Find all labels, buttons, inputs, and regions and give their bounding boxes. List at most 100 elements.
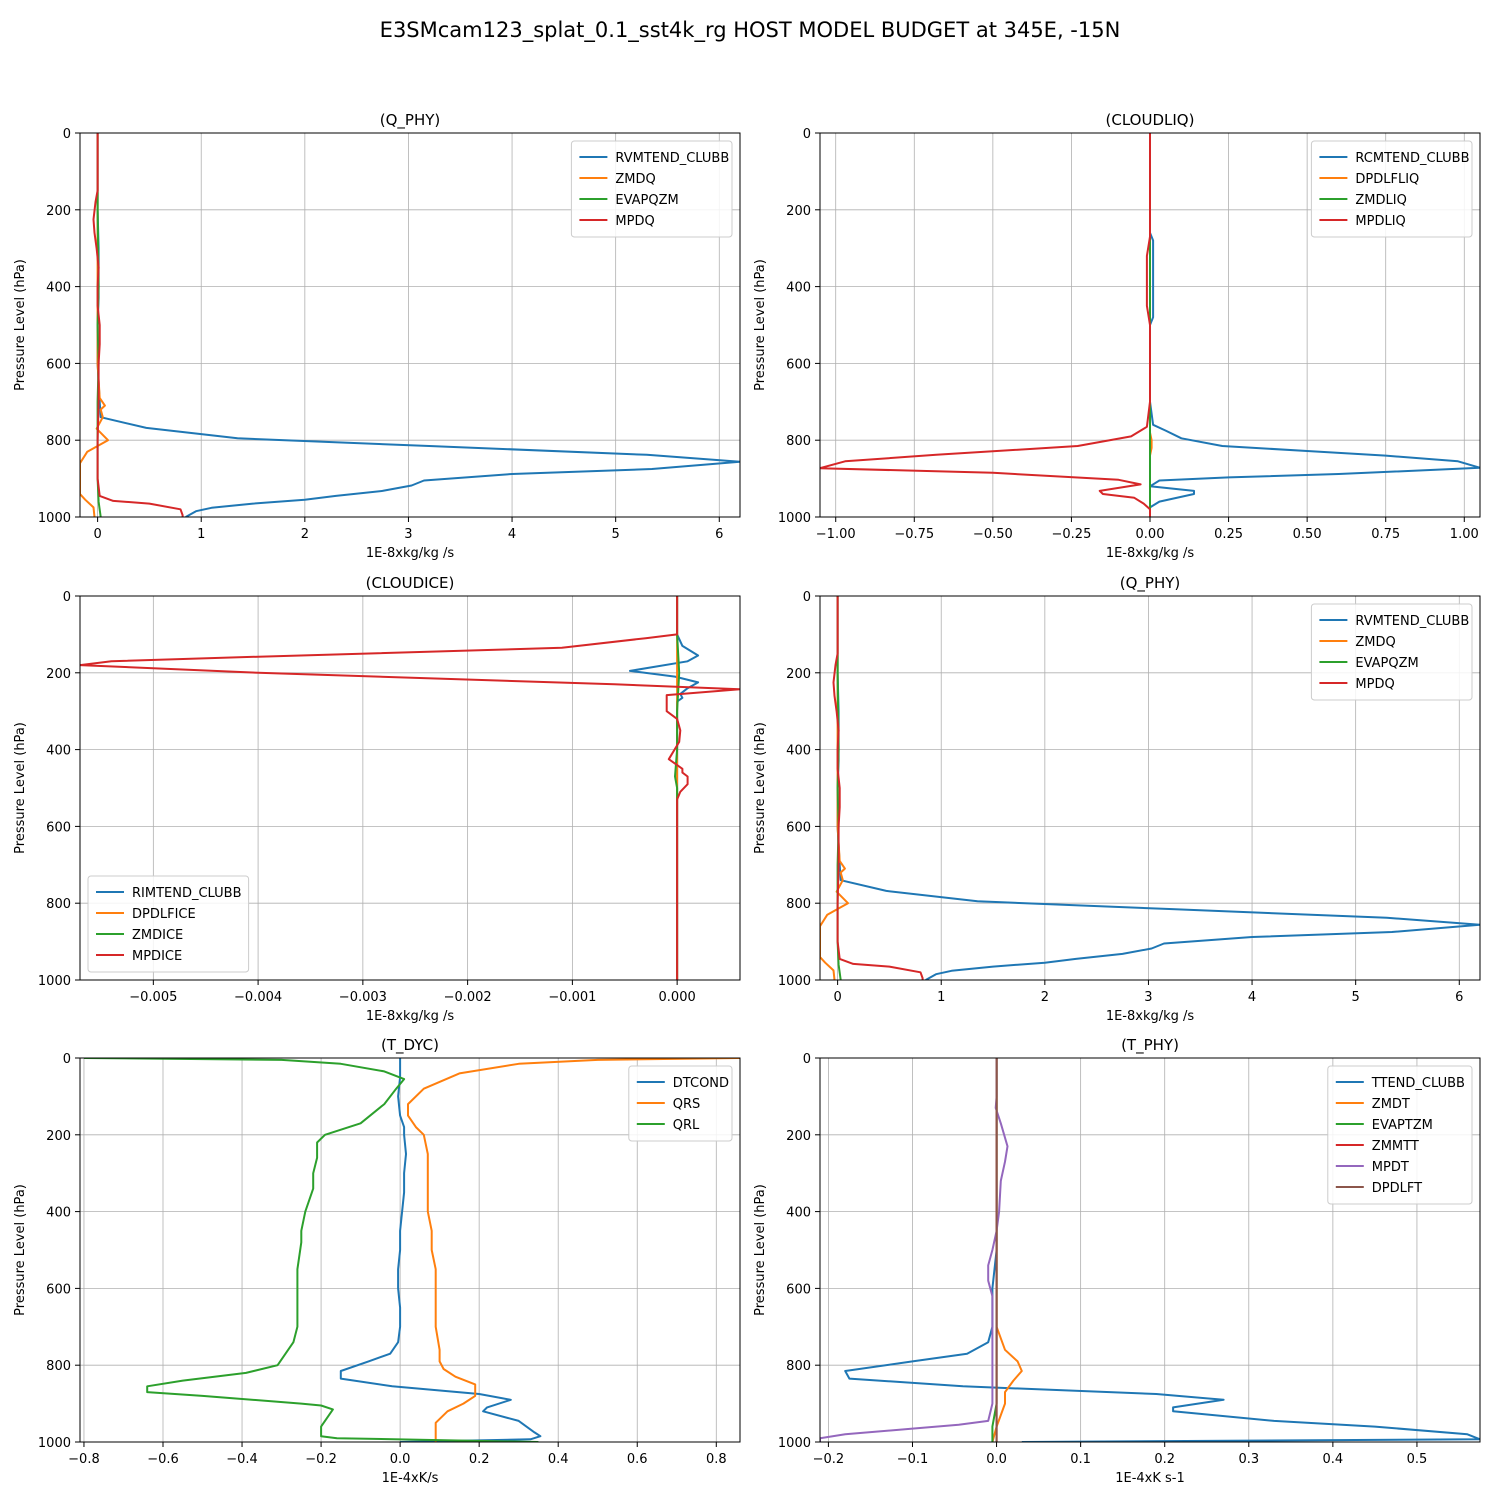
y-axis-label: Pressure Level (hPa) [753, 722, 768, 854]
y-axis-label: Pressure Level (hPa) [13, 722, 28, 854]
series-group [80, 596, 740, 980]
axes-frame [79, 132, 741, 518]
y-tick-label: 600 [786, 1282, 811, 1297]
y-tick-label: 200 [786, 204, 811, 219]
y-axis: 0 200 400 600 800 1000 [778, 590, 820, 989]
legend-label: MPDQ [615, 214, 654, 229]
legend-label: MPDT [1372, 1160, 1409, 1175]
x-tick-label: 0.000 [659, 990, 696, 1005]
axes-frame [819, 595, 1481, 981]
legend: RVMTEND_CLUBB ZMDQ EVAPQZM MPDQ [1310, 603, 1473, 701]
x-tick-label: 0.75 [1371, 527, 1400, 542]
x-tick-label: 6 [715, 527, 723, 542]
series-line-mpdice [80, 596, 740, 980]
y-tick-label: 1000 [778, 974, 811, 989]
subplot-title: (T_DYC) [381, 1036, 439, 1055]
legend-label: EVAPQZM [615, 193, 678, 208]
x-tick-label: 0.6 [627, 1452, 648, 1467]
x-tick-label: 2 [301, 527, 309, 542]
x-tick-label: 0.2 [1154, 1452, 1175, 1467]
series-line-mpdq [92, 133, 184, 517]
y-tick-label: 200 [46, 1129, 71, 1144]
y-tick-label: 400 [786, 281, 811, 296]
x-tick-label: 0.1 [1070, 1452, 1091, 1467]
legend-label: EVAPTZM [1372, 1118, 1433, 1133]
x-tick-label: −0.001 [548, 990, 596, 1005]
subplot-4: 0 1 2 3 4 5 6 0 200 400 600 800 1000 (Q_PHY) 1E-8xkg/k… [753, 574, 1481, 1024]
x-tick-label: −0.2 [305, 1452, 337, 1467]
x-axis-label: 1E-4xK/s [382, 1471, 439, 1486]
y-axis: 0 200 400 600 800 1000 [38, 590, 80, 989]
y-tick-label: 0 [803, 127, 811, 142]
x-tick-label: −0.1 [897, 1452, 929, 1467]
x-tick-label: 0.00 [1136, 527, 1165, 542]
subplot-6: −0.2 −0.1 0.0 0.1 0.2 0.3 0.4 0.5 0 200 400 600 800 1… [753, 1036, 1481, 1486]
x-axis: −0.005 −0.004 −0.003 −0.002 −0.001 0.000 [129, 980, 696, 1005]
legend-box [1310, 603, 1473, 701]
x-tick-label: 1 [937, 990, 945, 1005]
y-tick-label: 400 [46, 744, 71, 759]
legend-label: ZMMTT [1372, 1139, 1419, 1154]
y-tick-label: 0 [803, 590, 811, 605]
legend-label: ZMDQ [615, 172, 655, 187]
series-group [820, 596, 1480, 980]
axes-frame [79, 1057, 741, 1443]
x-tick-label: 0.3 [1238, 1452, 1259, 1467]
y-axis: 0 200 400 600 800 1000 [778, 1052, 820, 1451]
legend-label: RVMTEND_CLUBB [615, 151, 729, 166]
y-tick-label: 800 [46, 897, 71, 912]
subplot-2: −1.00 −0.75 −0.50 −0.25 0.00 0.25 0.50 0.75 1.00… [753, 111, 1481, 561]
x-axis-label: 1E-8xkg/kg /s [366, 1009, 455, 1024]
legend-label: ZMDICE [132, 928, 183, 943]
y-tick-label: 600 [46, 357, 71, 372]
series-line-rcmtend_clubb [1149, 133, 1480, 517]
legend: TTEND_CLUBB ZMDT EVAPTZM ZMMTT MPDT DPDLFT [1327, 1065, 1473, 1205]
legend-label: ZMDQ [1355, 635, 1395, 650]
y-tick-label: 800 [786, 897, 811, 912]
y-tick-label: 0 [63, 127, 71, 142]
legend-label: QRL [673, 1118, 700, 1133]
x-tick-label: −0.8 [68, 1452, 100, 1467]
series-line-qrs [407, 1058, 740, 1442]
x-tick-label: 0.2 [469, 1452, 490, 1467]
x-tick-label: −0.50 [973, 527, 1013, 542]
x-tick-label: 0 [93, 527, 101, 542]
x-tick-label: −0.4 [226, 1452, 258, 1467]
legend-box [570, 140, 733, 238]
subplot-title: (CLOUDICE) [366, 574, 455, 592]
legend-label: ZMDLIQ [1355, 193, 1406, 208]
y-tick-label: 800 [786, 1359, 811, 1374]
legend-label: DPDLFT [1372, 1181, 1422, 1196]
x-axis: −0.8 −0.6 −0.4 −0.2 0.0 0.2 0.4 0.6 0.8 [68, 1442, 727, 1467]
legend: RVMTEND_CLUBB ZMDQ EVAPQZM MPDQ [570, 140, 733, 238]
legend-label: EVAPQZM [1355, 656, 1418, 671]
y-tick-label: 200 [46, 204, 71, 219]
x-tick-label: 6 [1455, 990, 1463, 1005]
x-tick-label: −0.75 [894, 527, 934, 542]
y-tick-label: 1000 [778, 1436, 811, 1451]
grid-lines [80, 595, 740, 981]
subplot-title: (CLOUDLIQ) [1106, 111, 1195, 129]
x-tick-label: 0.25 [1214, 527, 1243, 542]
x-tick-label: 2 [1041, 990, 1049, 1005]
legend-label: RIMTEND_CLUBB [132, 886, 242, 901]
y-axis-label: Pressure Level (hPa) [13, 259, 28, 391]
legend-label: DPDLFLIQ [1355, 172, 1419, 187]
y-tick-label: 400 [786, 744, 811, 759]
legend-label: DTCOND [673, 1076, 729, 1091]
series-line-qrl [83, 1058, 539, 1442]
series-group [80, 133, 740, 517]
x-tick-label: −0.004 [234, 990, 282, 1005]
y-tick-label: 200 [46, 667, 71, 682]
series-group [820, 1058, 1480, 1442]
x-tick-label: 0.4 [1323, 1452, 1344, 1467]
subplot-title: (Q_PHY) [380, 111, 441, 130]
x-tick-label: 5 [612, 527, 620, 542]
legend-label: MPDICE [132, 949, 182, 964]
subplot-5: −0.8 −0.6 −0.4 −0.2 0.0 0.2 0.4 0.6 0.8 0 200 400 60… [13, 1036, 741, 1486]
legend: RCMTEND_CLUBB DPDLFLIQ ZMDLIQ MPDLIQ [1310, 140, 1473, 238]
series-line-zmdice [674, 596, 681, 980]
y-tick-label: 600 [46, 820, 71, 835]
x-tick-label: 1.00 [1450, 527, 1479, 542]
